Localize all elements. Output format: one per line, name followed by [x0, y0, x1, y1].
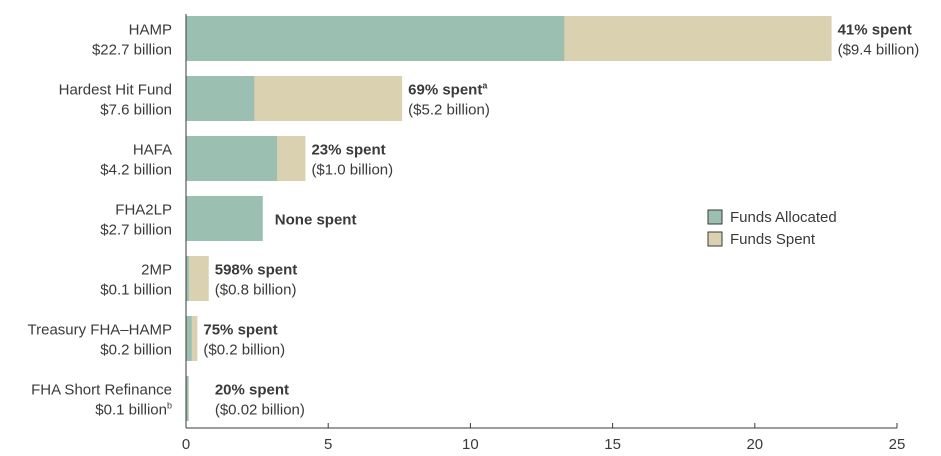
x-tick-label: 25: [889, 436, 906, 453]
annotation-percent: 75% spent: [203, 322, 277, 339]
bar-annotations: 41% spent ($9.4 billion) 69% spenta ($5.2 b…: [203, 22, 919, 419]
annotation-percent: 23% spent: [311, 142, 385, 159]
category-amount: $0.1 billion: [100, 282, 172, 299]
category-amount: $0.1 billionb: [95, 401, 172, 419]
x-axis: 0 5 10 15 20 25: [182, 14, 906, 453]
category-name: FHA2LP: [115, 202, 172, 219]
x-tick-label: 10: [462, 436, 479, 453]
category-name: HAMP: [129, 22, 172, 39]
bar-unspent: [186, 76, 255, 121]
bar-unspent: [186, 136, 278, 181]
annotation-amount: ($0.02 billion): [215, 402, 305, 419]
bar-unspent: [186, 376, 189, 421]
annotation-percent: 69% spenta: [408, 81, 488, 99]
category-name: Treasury FHA–HAMP: [28, 322, 172, 339]
category-amount: $7.6 billion: [100, 102, 172, 119]
bar-unspent: [186, 16, 565, 61]
annotation-percent: 598% spent: [215, 262, 298, 279]
legend-swatch-allocated: [707, 209, 723, 225]
category-amount: $4.2 billion: [100, 162, 172, 179]
annotation-percent: 20% spent: [215, 382, 289, 399]
bars-layer: [186, 16, 832, 421]
annotation-percent: None spent: [275, 212, 357, 229]
legend-label-spent: Funds Spent: [730, 231, 816, 248]
category-name: Hardest Hit Fund: [59, 82, 172, 99]
annotation-amount: ($1.0 billion): [311, 162, 393, 179]
legend: Funds Allocated Funds Spent: [707, 209, 837, 248]
x-tick-label: 5: [324, 436, 332, 453]
bar-allocated: [186, 196, 263, 241]
category-amount: $0.2 billion: [100, 342, 172, 359]
annotation-amount: ($5.2 billion): [408, 102, 490, 119]
bar-spent: [186, 256, 209, 301]
category-labels: HAMP $22.7 billion Hardest Hit Fund $7.6 bi…: [28, 22, 172, 419]
annotation-percent: 41% spent: [838, 22, 912, 39]
x-tick-label: 15: [604, 436, 621, 453]
bar-allocated: [186, 316, 192, 361]
category-amount: $22.7 billion: [92, 42, 172, 59]
category-name: FHA Short Refinance: [31, 382, 172, 399]
category-name: 2MP: [141, 262, 172, 279]
annotation-amount: ($9.4 billion): [838, 42, 920, 59]
bar-allocated: [186, 256, 189, 301]
category-name: HAFA: [133, 142, 172, 159]
legend-swatch-spent: [707, 231, 723, 247]
category-amount: $2.7 billion: [100, 222, 172, 239]
x-tick-label: 0: [182, 436, 190, 453]
annotation-amount: ($0.8 billion): [215, 282, 297, 299]
x-tick-label: 20: [746, 436, 763, 453]
annotation-amount: ($0.2 billion): [203, 342, 285, 359]
legend-label-allocated: Funds Allocated: [730, 209, 837, 226]
